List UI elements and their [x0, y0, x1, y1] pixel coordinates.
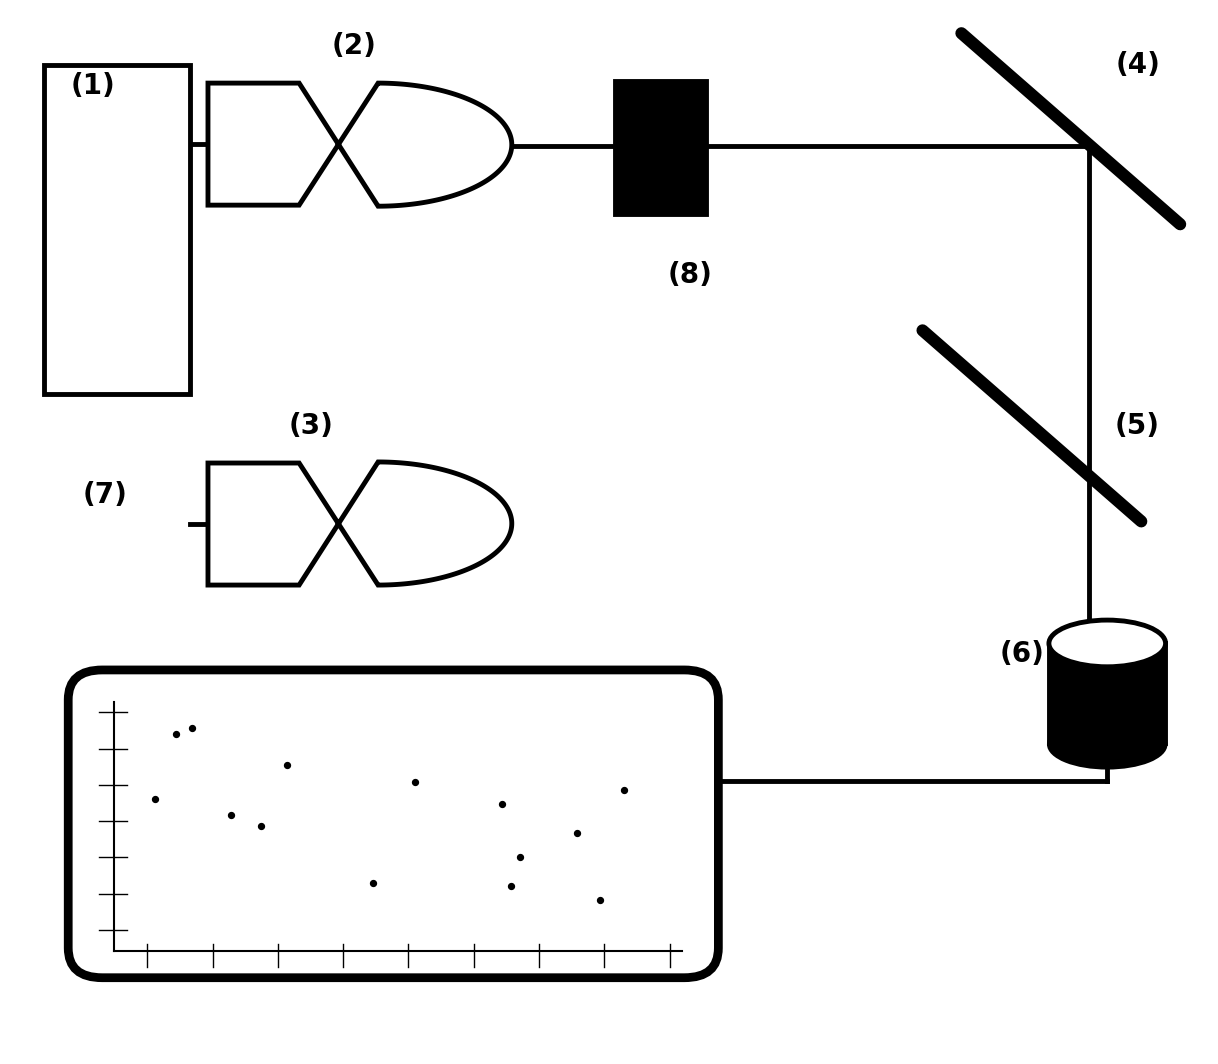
Point — [363, 875, 382, 892]
Text: (1): (1) — [71, 72, 114, 100]
Text: (6): (6) — [1000, 641, 1045, 668]
Point — [502, 878, 521, 895]
Point — [181, 719, 201, 736]
FancyBboxPatch shape — [68, 670, 719, 978]
Text: (7): (7) — [83, 481, 127, 509]
Bar — [1049, 644, 1166, 744]
Text: (3): (3) — [289, 412, 334, 439]
Point — [251, 817, 270, 834]
Polygon shape — [208, 462, 512, 585]
Bar — [615, 81, 706, 214]
Point — [146, 791, 166, 808]
Ellipse shape — [1049, 721, 1166, 767]
Point — [591, 892, 610, 909]
Bar — [44, 65, 190, 394]
Text: (2): (2) — [331, 32, 376, 60]
Point — [492, 795, 512, 812]
Point — [166, 725, 185, 742]
Point — [568, 825, 587, 842]
Text: (8): (8) — [667, 261, 713, 289]
Point — [615, 781, 635, 798]
Point — [406, 774, 425, 791]
Polygon shape — [208, 83, 512, 206]
Ellipse shape — [1049, 620, 1166, 667]
Text: (5): (5) — [1116, 412, 1160, 439]
Point — [510, 849, 530, 866]
Point — [278, 757, 297, 774]
Point — [222, 807, 241, 824]
Text: (4): (4) — [1116, 51, 1160, 79]
